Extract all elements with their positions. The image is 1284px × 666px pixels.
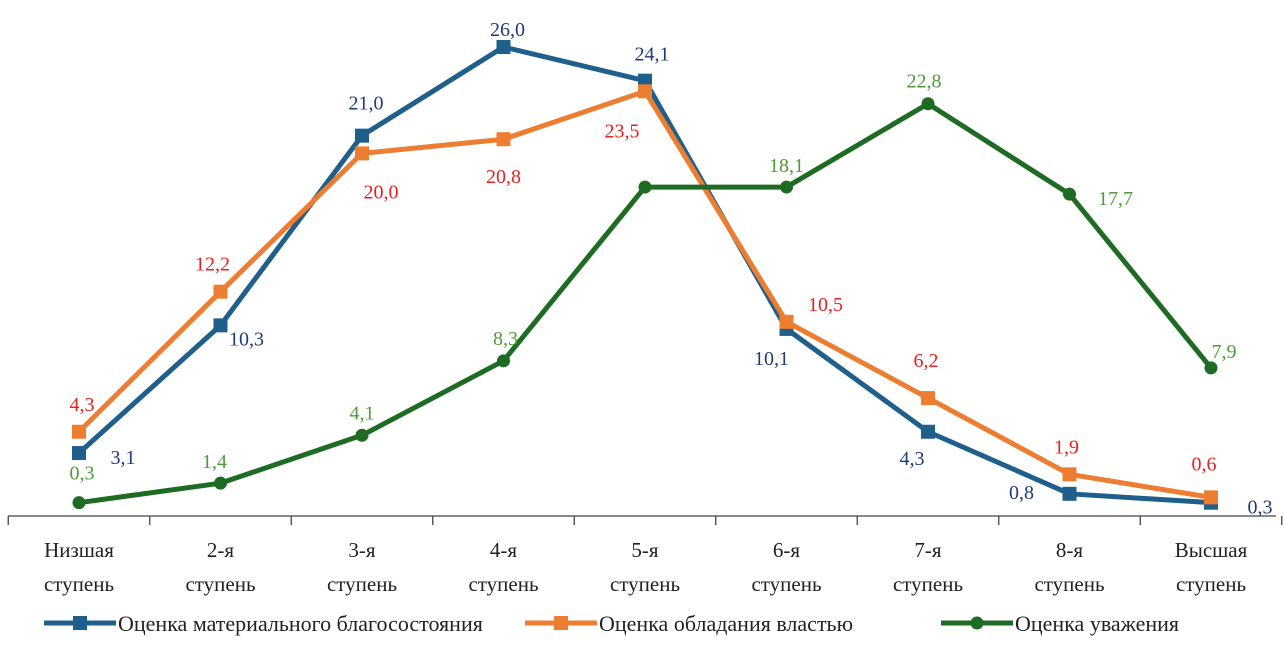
data-point [922, 97, 935, 110]
legend: Оценка материального благосостояния Оценк… [44, 611, 1179, 636]
data-label: 18,1 [769, 155, 804, 177]
legend-marker [971, 617, 984, 630]
data-point [497, 132, 511, 146]
series-line [79, 104, 1211, 503]
x-tick-label: Высшая [1175, 538, 1248, 562]
data-point [355, 146, 369, 160]
data-label: 10,5 [808, 294, 843, 316]
data-point [921, 391, 935, 405]
data-label: 20,0 [364, 181, 399, 203]
data-label: 10,3 [229, 328, 264, 350]
data-point [497, 354, 510, 367]
data-label: 6,2 [914, 350, 939, 372]
x-tick-label: ступень [44, 572, 114, 596]
data-point [1063, 188, 1076, 201]
x-tick-label: ступень [327, 572, 397, 596]
data-label: 20,8 [486, 166, 521, 188]
data-point [73, 496, 86, 509]
x-tick-label: 8-я [1056, 538, 1083, 562]
data-point [780, 315, 794, 329]
x-tick-label: 2-я [207, 538, 234, 562]
data-label: 0,8 [1009, 482, 1034, 504]
data-point [214, 285, 228, 299]
data-point [497, 40, 511, 54]
data-label: 17,7 [1098, 188, 1133, 210]
x-tick-label: ступень [893, 572, 963, 596]
data-point [214, 477, 227, 490]
data-point [921, 425, 935, 439]
data-label: 23,5 [605, 120, 640, 142]
x-tick-label: 7-я [914, 538, 941, 562]
data-label: 3,1 [111, 447, 136, 469]
x-tick-label: 4-я [490, 538, 517, 562]
data-point [1204, 490, 1218, 504]
data-label: 24,1 [635, 44, 670, 66]
data-label: 1,9 [1054, 436, 1079, 458]
series-line [79, 91, 1211, 497]
data-labels: 3,1 10,3 21,0 26,0 24,1 10,1 4,3 0,8 0,3 4,3 12,2 2… [70, 19, 1273, 519]
data-label: 7,9 [1212, 341, 1237, 363]
x-tick-label: ступень [1176, 572, 1246, 596]
data-label: 22,8 [907, 71, 942, 93]
x-tick-label: Низшая [44, 538, 114, 562]
legend-marker [73, 616, 87, 630]
legend-marker [554, 616, 568, 630]
x-tick-label: ступень [1034, 572, 1104, 596]
data-label: 4,1 [350, 402, 375, 424]
data-point [72, 446, 86, 460]
data-label: 0,6 [1192, 453, 1217, 475]
data-label: 4,3 [70, 394, 95, 416]
data-point [72, 425, 86, 439]
legend-label: Оценка материального благосостояния [118, 611, 483, 636]
x-tick-label: ступень [610, 572, 680, 596]
x-tick-label: 5-я [631, 538, 658, 562]
data-point [1063, 467, 1077, 481]
data-label: 10,1 [754, 348, 789, 370]
data-label: 21,0 [349, 93, 384, 115]
data-label: 4,3 [900, 448, 925, 470]
data-point [214, 318, 228, 332]
data-point [355, 129, 369, 143]
data-point [638, 84, 652, 98]
data-label: 26,0 [490, 19, 525, 41]
x-tick-label: ступень [185, 572, 255, 596]
data-label: 12,2 [195, 254, 230, 276]
x-tick-label: ступень [751, 572, 821, 596]
x-axis: Низшая ступень 2-я ступень 3-я ступень 4-я ступ… [8, 516, 1282, 596]
data-point [1063, 487, 1077, 501]
data-point [356, 429, 369, 442]
series-lines [72, 40, 1218, 510]
data-label: 1,4 [202, 451, 227, 473]
data-label: 0,3 [1248, 497, 1273, 519]
legend-label: Оценка уважения [1015, 611, 1179, 636]
data-point [780, 181, 793, 194]
data-point [639, 181, 652, 194]
data-label: 0,3 [70, 463, 95, 485]
data-label: 8,3 [493, 328, 518, 350]
x-tick-label: 6-я [773, 538, 800, 562]
series-line [79, 47, 1211, 503]
x-tick-label: 3-я [348, 538, 375, 562]
x-tick-label: ступень [468, 572, 538, 596]
legend-label: Оценка обладания властью [599, 611, 853, 636]
data-point [1205, 361, 1218, 374]
